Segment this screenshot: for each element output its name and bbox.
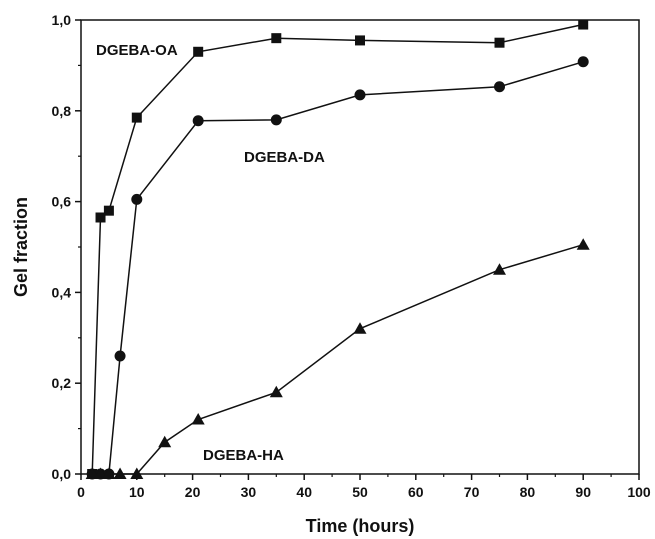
data-point-dgeba-ha [191, 413, 205, 425]
data-point-dgeba-da [114, 350, 126, 362]
x-tick-label: 40 [296, 484, 312, 500]
data-point-dgeba-da [192, 115, 204, 127]
data-point-dgeba-da [577, 56, 589, 68]
data-point-dgeba-ha [576, 238, 590, 250]
y-tick-label: 0,2 [52, 375, 72, 391]
x-axis: 0 10 20 30 40 50 60 70 80 90 100 [77, 474, 651, 500]
y-tick-label: 1,0 [52, 12, 72, 28]
series-label-dgeba-da: DGEBA-DA [244, 149, 325, 166]
y-tick-label: 0,4 [52, 284, 72, 300]
x-tick-label: 70 [464, 484, 480, 500]
data-point-dgeba-ha [353, 322, 367, 334]
series-label-dgeba-ha: DGEBA-HA [203, 447, 284, 464]
y-axis-title: Gel fraction [11, 197, 31, 297]
data-point-dgeba-ha [158, 435, 172, 448]
x-tick-label: 50 [352, 484, 368, 500]
data-point-dgeba-da [354, 89, 366, 101]
data-point-dgeba-ha [130, 467, 144, 479]
data-point-dgeba-ha [94, 467, 108, 479]
x-tick-label: 30 [241, 484, 257, 500]
series-line-dgeba-da [92, 61, 584, 475]
y-tick-label: 0,0 [52, 466, 72, 482]
x-tick-label: 60 [408, 484, 424, 500]
data-point-dgeba-oa [578, 19, 589, 30]
y-tick-label: 0,8 [52, 103, 72, 119]
series-label-dgeba-oa: DGEBA-OA [96, 42, 178, 59]
data-point-dgeba-ha [269, 385, 283, 398]
data-point-dgeba-oa [103, 205, 114, 216]
x-tick-label: 90 [575, 484, 591, 500]
data-point-dgeba-da [131, 193, 143, 205]
data-point-dgeba-oa [95, 212, 106, 223]
x-tick-label: 80 [520, 484, 536, 500]
data-point-dgeba-oa [494, 37, 505, 48]
y-tick-label: 0,6 [52, 194, 72, 210]
data-point-dgeba-ha [102, 467, 116, 479]
series-line-dgeba-oa [91, 23, 584, 475]
data-point-dgeba-ha [85, 467, 99, 479]
series-layer [85, 19, 590, 480]
y-axis: 0,0 0,2 0,4 0,6 0,8 1,0 [52, 12, 81, 482]
data-point-dgeba-oa [355, 35, 365, 46]
data-point-dgeba-oa [131, 112, 142, 123]
data-point-dgeba-ha [113, 467, 127, 479]
data-point-dgeba-oa [193, 46, 204, 57]
x-tick-label: 100 [627, 484, 651, 500]
x-tick-label: 0 [77, 484, 85, 500]
data-point-dgeba-ha [493, 263, 506, 275]
x-axis-title: Time (hours) [306, 516, 415, 536]
data-point-dgeba-da [494, 81, 505, 93]
x-tick-label: 10 [129, 484, 145, 500]
data-point-dgeba-da [270, 114, 282, 126]
data-point-dgeba-oa [271, 33, 282, 44]
x-tick-label: 20 [185, 484, 201, 500]
